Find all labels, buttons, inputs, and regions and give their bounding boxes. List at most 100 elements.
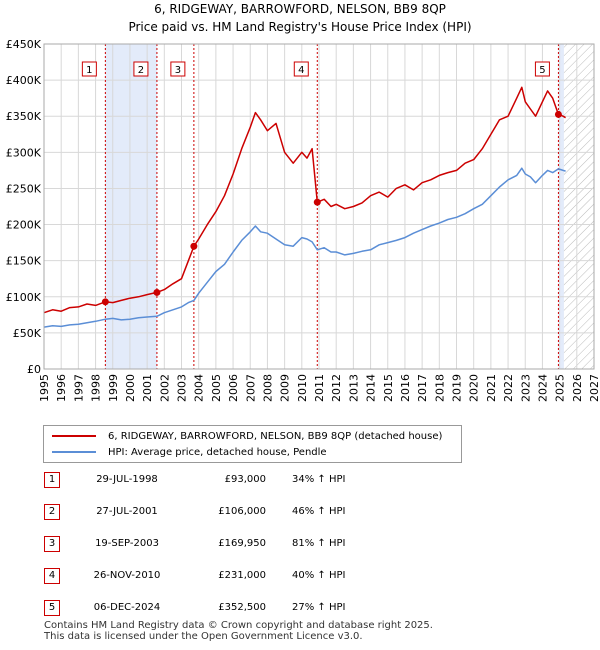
sale-label: 3 — [175, 65, 181, 76]
y-tick-label: £300K — [6, 146, 42, 159]
x-tick-label: 2019 — [451, 374, 464, 402]
y-tick-label: £150K — [6, 255, 42, 268]
chart-title: 6, RIDGEWAY, BARROWFORD, NELSON, BB9 8QP — [154, 2, 446, 16]
legend-item-price: 6, RIDGEWAY, BARROWFORD, NELSON, BB9 8QP… — [52, 429, 442, 443]
y-tick-label: £450K — [6, 38, 42, 51]
sale-point — [101, 298, 109, 306]
legend-line-hpi — [52, 451, 96, 453]
sale-label: 1 — [86, 65, 92, 76]
shaded-period-1 — [105, 44, 157, 369]
x-tick-label: 2021 — [485, 374, 498, 402]
x-tick-label: 1997 — [72, 374, 85, 402]
sale-point — [554, 110, 562, 118]
chart-subtitle: Price paid vs. HM Land Registry's House … — [128, 20, 472, 34]
sale-point — [313, 198, 321, 206]
x-tick-label: 2023 — [519, 374, 532, 402]
x-tick-label: 1995 — [38, 374, 51, 402]
y-tick-label: £250K — [6, 182, 42, 195]
transaction-number: 3 — [44, 536, 60, 552]
y-tick-label: £0 — [27, 363, 41, 376]
x-tick-label: 2003 — [176, 374, 189, 402]
transaction-price: £231,000 — [218, 570, 266, 581]
x-tick-label: 2015 — [382, 374, 395, 402]
sale-label: 5 — [539, 65, 545, 76]
footer-copyright: Contains HM Land Registry data © Crown c… — [44, 620, 433, 631]
x-tick-label: 2002 — [158, 374, 171, 402]
transaction-price: £106,000 — [218, 506, 266, 517]
x-tick-label: 2012 — [330, 374, 343, 402]
x-tick-label: 2013 — [347, 374, 360, 402]
table-row: 4 26-NOV-2010 £231,000 40% ↑ HPI — [44, 568, 464, 586]
x-tick-label: 2022 — [502, 374, 515, 402]
x-tick-label: 2027 — [588, 374, 600, 402]
x-tick-label: 2005 — [210, 374, 223, 402]
sale-label-box — [534, 61, 550, 77]
sale-point — [190, 242, 198, 250]
x-tick-label: 2026 — [571, 374, 584, 402]
x-tick-label: 2025 — [554, 374, 567, 402]
x-tick-label: 1996 — [55, 374, 68, 402]
x-tick-label: 2016 — [399, 374, 412, 402]
transaction-hpi-diff: 27% ↑ HPI — [292, 602, 346, 613]
x-tick-label: 2024 — [536, 374, 549, 402]
legend-item-hpi: HPI: Average price, detached house, Pend… — [52, 445, 327, 459]
forecast-hatch — [563, 44, 594, 369]
transaction-date: 06-DEC-2024 — [93, 602, 161, 613]
x-tick-label: 2007 — [244, 374, 257, 402]
x-tick-label: 2004 — [193, 374, 206, 402]
sale-label: 4 — [298, 65, 304, 76]
transaction-hpi-diff: 81% ↑ HPI — [292, 538, 346, 549]
x-tick-label: 2010 — [296, 374, 309, 402]
transaction-hpi-diff: 34% ↑ HPI — [292, 474, 346, 485]
x-tick-label: 2017 — [416, 374, 429, 402]
y-tick-label: £100K — [6, 291, 42, 304]
sale-point — [153, 288, 161, 296]
y-tick-label: £50K — [13, 327, 42, 340]
legend-label-hpi: HPI: Average price, detached house, Pend… — [108, 446, 327, 458]
transaction-hpi-diff: 46% ↑ HPI — [292, 506, 346, 517]
footer: Contains HM Land Registry data © Crown c… — [44, 620, 433, 642]
legend: 6, RIDGEWAY, BARROWFORD, NELSON, BB9 8QP… — [43, 425, 462, 463]
sale-label: 2 — [138, 65, 144, 76]
legend-label-price: 6, RIDGEWAY, BARROWFORD, NELSON, BB9 8QP… — [108, 430, 443, 442]
y-tick-label: £350K — [6, 110, 42, 123]
y-tick-label: £400K — [6, 74, 42, 87]
x-tick-label: 2011 — [313, 374, 326, 402]
transaction-date: 27-JUL-2001 — [96, 506, 158, 517]
x-tick-label: 2008 — [261, 374, 274, 402]
transaction-number: 1 — [44, 472, 60, 488]
x-tick-label: 2018 — [433, 374, 446, 402]
x-tick-label: 1999 — [107, 374, 120, 402]
hpi-line — [43, 167, 566, 328]
price-paid-line — [43, 86, 566, 314]
x-tick-label: 1998 — [90, 374, 103, 402]
x-tick-label: 2001 — [141, 374, 154, 402]
x-tick-label: 2006 — [227, 374, 240, 402]
transaction-price: £169,950 — [218, 538, 266, 549]
transaction-price: £93,000 — [224, 474, 266, 485]
x-tick-label: 2020 — [468, 374, 481, 402]
shaded-period-2 — [558, 44, 564, 369]
table-row: 3 19-SEP-2003 £169,950 81% ↑ HPI — [44, 536, 464, 554]
table-row: 2 27-JUL-2001 £106,000 46% ↑ HPI — [44, 504, 464, 522]
footer-licence: This data is licensed under the Open Gov… — [44, 631, 363, 642]
sale-label-box — [293, 61, 309, 77]
transaction-date: 26-NOV-2010 — [93, 570, 161, 581]
plot-frame — [43, 43, 595, 370]
x-tick-label: 2014 — [365, 374, 378, 402]
sale-label-box — [170, 61, 186, 77]
table-row: 1 29-JUL-1998 £93,000 34% ↑ HPI — [44, 472, 464, 490]
transaction-hpi-diff: 40% ↑ HPI — [292, 570, 346, 581]
x-tick-label: 2000 — [124, 374, 137, 402]
legend-line-price — [52, 435, 96, 437]
sale-label-box — [133, 61, 149, 77]
transaction-price: £352,500 — [218, 602, 266, 613]
x-tick-label: 2009 — [279, 374, 292, 402]
price-chart: 1 2 3 4 5 £0 £50K £100K £150K £200K £250K £300K £350… — [6, 38, 600, 402]
transaction-date: 19-SEP-2003 — [95, 538, 159, 549]
transaction-number: 5 — [44, 600, 60, 616]
table-row: 5 06-DEC-2024 £352,500 27% ↑ HPI — [44, 600, 464, 618]
y-tick-label: £200K — [6, 219, 42, 232]
transaction-number: 4 — [44, 568, 60, 584]
sale-label-box — [81, 61, 97, 77]
